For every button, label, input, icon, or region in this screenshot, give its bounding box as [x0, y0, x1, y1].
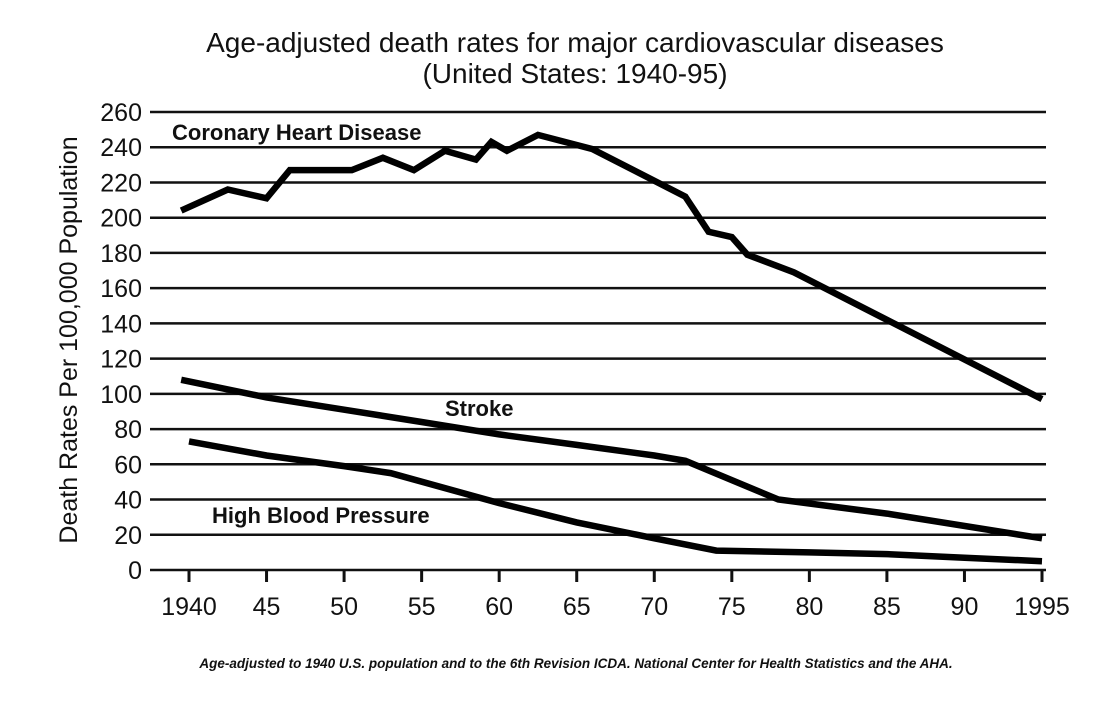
y-tick-label: 40	[114, 487, 142, 515]
y-tick-label: 120	[100, 346, 142, 374]
x-axis-ticks: 1940 45 50 55 60 65 70 75 80 85 90 1995	[161, 570, 1070, 621]
x-tick-label: 65	[563, 593, 591, 621]
x-tick-label: 80	[795, 593, 823, 621]
chart-title: Age-adjusted death rates for major cardi…	[206, 27, 944, 58]
x-tick-label: 75	[718, 593, 746, 621]
series-line-high-blood-pressure	[188, 438, 1043, 565]
series-line-stroke	[180, 376, 1043, 542]
x-tick-label: 55	[408, 593, 436, 621]
y-tick-label: 220	[100, 169, 142, 197]
y-tick-label: 80	[114, 416, 142, 444]
chart-subtitle: (United States: 1940-95)	[422, 58, 727, 89]
y-axis-ticks: 0 20 40 60 80 100 120 140 160 180 200 220 240 260	[100, 99, 142, 585]
y-tick-label: 0	[128, 557, 142, 585]
series-line-coronary-heart-disease	[179, 131, 1044, 402]
x-tick-label: 85	[873, 593, 901, 621]
x-tick-label: 90	[951, 593, 979, 621]
series-label-coronary-heart-disease: Coronary Heart Disease	[172, 120, 421, 145]
y-tick-label: 240	[100, 134, 142, 162]
y-tick-label: 200	[100, 205, 142, 233]
x-tick-label: 60	[485, 593, 513, 621]
x-tick-label: 70	[640, 593, 668, 621]
y-tick-label: 180	[100, 240, 142, 268]
y-tick-label: 20	[114, 522, 142, 550]
y-tick-label: 100	[100, 381, 142, 409]
gridlines	[150, 110, 1046, 572]
series-label-stroke: Stroke	[445, 396, 513, 421]
series-label-high-blood-pressure: High Blood Pressure	[212, 503, 430, 528]
y-axis-label: Death Rates Per 100,000 Population	[55, 136, 83, 543]
source-note: Age-adjusted to 1940 U.S. population and…	[198, 656, 952, 671]
x-tick-label: 1995	[1014, 593, 1070, 621]
x-tick-label: 1940	[161, 593, 217, 621]
x-tick-label: 50	[330, 593, 358, 621]
series-lines	[179, 131, 1044, 565]
y-tick-label: 140	[100, 310, 142, 338]
y-tick-label: 160	[100, 275, 142, 303]
y-tick-label: 60	[114, 451, 142, 479]
y-tick-label: 260	[100, 99, 142, 127]
x-tick-label: 45	[253, 593, 281, 621]
